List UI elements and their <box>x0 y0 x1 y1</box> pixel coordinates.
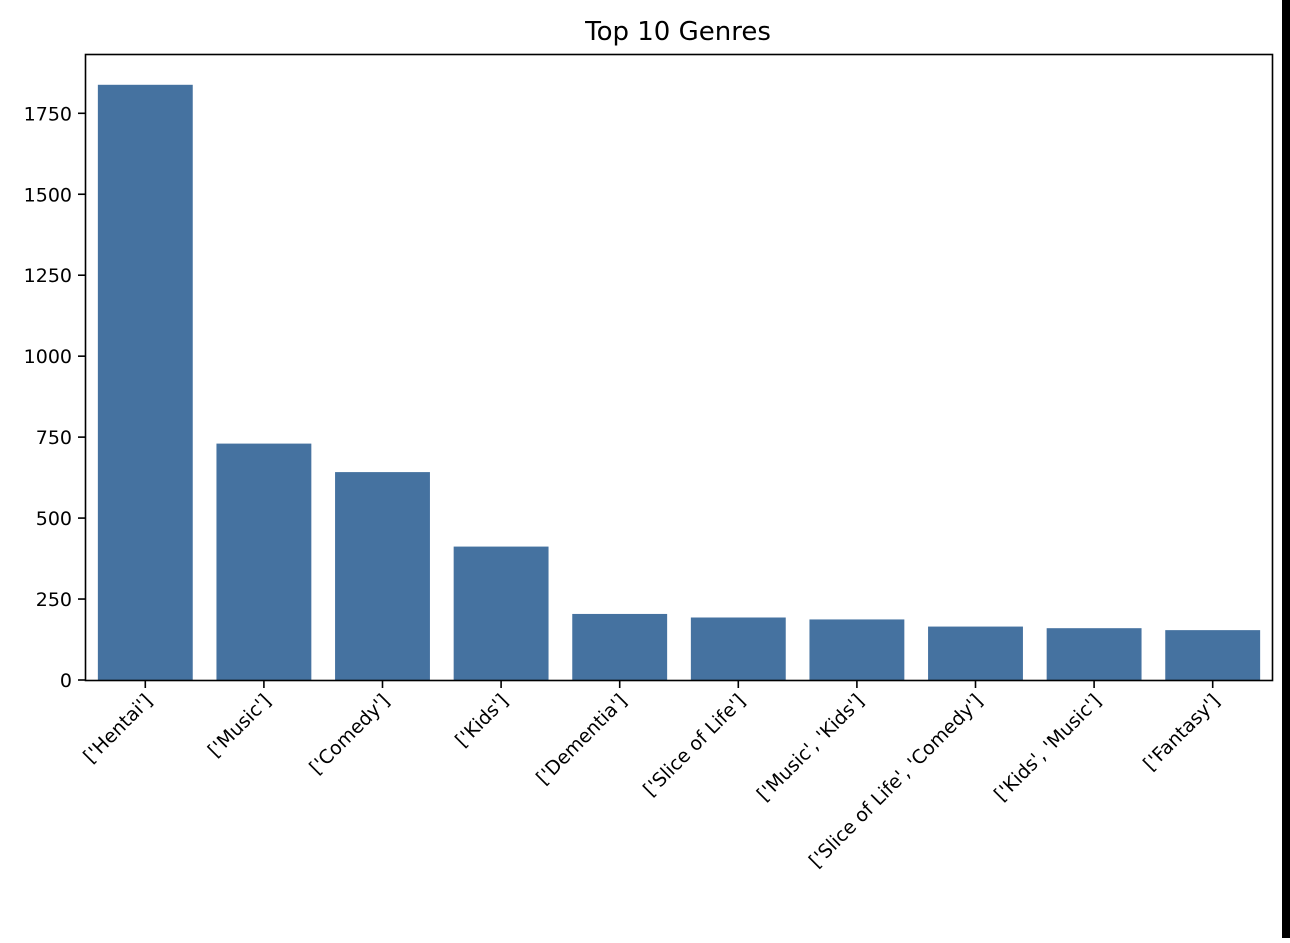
bar-8 <box>1046 628 1142 680</box>
bar-0 <box>97 84 193 681</box>
chart-title: Top 10 Genres <box>584 17 771 47</box>
y-tick-label-5: 1250 <box>24 265 72 287</box>
x-tick-label-4: ['Dementia'] <box>532 690 631 789</box>
bar-6 <box>809 619 905 680</box>
y-axis: 0 250 500 750 1000 1250 1500 1750 <box>24 103 86 692</box>
x-tick-label-0: ['Hentai'] <box>79 690 157 768</box>
bar-1 <box>216 443 312 680</box>
x-tick-label-8: ['Kids', 'Music'] <box>990 690 1106 806</box>
bar-5 <box>690 617 786 680</box>
plot-frame <box>84 53 1274 682</box>
y-tick-label-6: 1500 <box>24 184 72 206</box>
window-right-edge <box>1282 0 1290 938</box>
y-tick-label-1: 250 <box>36 589 72 611</box>
bar-4 <box>572 613 668 680</box>
bars-group <box>97 84 1261 681</box>
bar-7 <box>928 626 1023 680</box>
x-tick-label-2: ['Comedy'] <box>305 690 394 779</box>
y-tick-label-0: 0 <box>60 670 72 692</box>
x-tick-label-5: ['Slice of Life'] <box>639 690 750 801</box>
y-tick-label-4: 1000 <box>24 346 72 368</box>
x-axis: ['Hentai'] ['Music'] ['Comedy'] ['Kids'] ['D… <box>79 680 1224 872</box>
bar-2 <box>335 472 430 680</box>
y-tick-label-7: 1750 <box>24 103 72 125</box>
x-tick-label-6: ['Music', 'Kids'] <box>753 690 869 806</box>
x-tick-label-1: ['Music'] <box>204 690 276 762</box>
x-tick-label-9: ['Fantasy'] <box>1139 690 1224 775</box>
bar-9 <box>1165 630 1261 680</box>
x-tick-label-3: ['Kids'] <box>451 690 513 752</box>
y-tick-label-3: 750 <box>36 427 72 449</box>
y-tick-label-2: 500 <box>36 508 72 530</box>
bar-3 <box>453 546 549 680</box>
